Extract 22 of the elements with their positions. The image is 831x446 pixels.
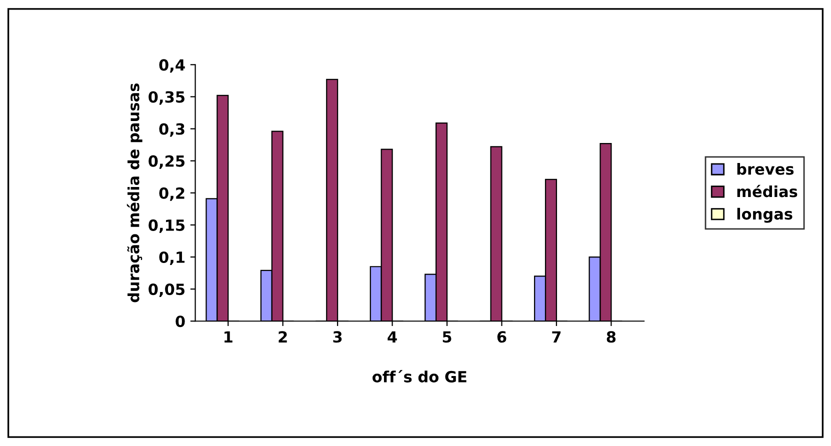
y-tick-label: 0,4 bbox=[159, 59, 185, 73]
y-tick-label: 0,1 bbox=[159, 251, 185, 265]
x-tick-label: 6 bbox=[497, 331, 506, 343]
x-tick-label: 5 bbox=[442, 331, 452, 343]
y-tick-label: 0 bbox=[176, 316, 185, 328]
legend-label: breves bbox=[737, 163, 794, 175]
legend-label: médias bbox=[737, 184, 798, 198]
x-tick-label: 2 bbox=[278, 331, 287, 342]
y-axis-title: duração média de pausas bbox=[126, 84, 142, 302]
x-axis-title: off´s do GE bbox=[372, 370, 466, 382]
y-tick-label: 0,2 bbox=[159, 187, 184, 201]
x-tick-label: 4 bbox=[388, 331, 397, 342]
y-tick-label: 0,15 bbox=[148, 219, 184, 233]
legend-label: longas bbox=[737, 208, 792, 223]
y-tick-label: 0,05 bbox=[148, 284, 184, 298]
x-tick-label: 1 bbox=[224, 331, 232, 342]
y-tick-label: 0,35 bbox=[148, 91, 184, 105]
x-tick-label: 8 bbox=[606, 331, 616, 343]
x-tick-label: 7 bbox=[552, 331, 561, 342]
y-tick-label: 0,25 bbox=[148, 155, 184, 169]
y-tick-label: 0,3 bbox=[159, 123, 184, 137]
x-tick-label: 3 bbox=[333, 331, 342, 343]
